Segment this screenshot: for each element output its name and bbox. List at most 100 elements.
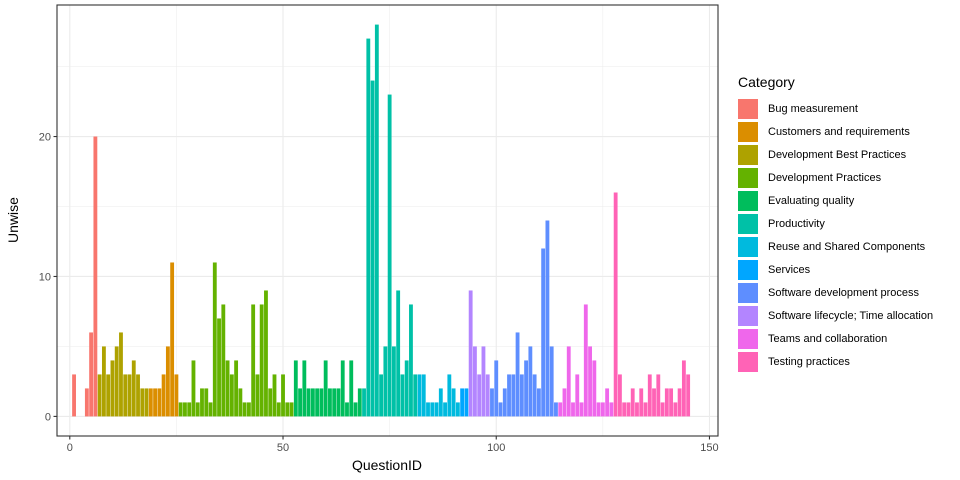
bar <box>477 374 482 417</box>
legend-key <box>738 282 758 303</box>
bar <box>289 402 294 417</box>
legend-label: Evaluating quality <box>768 194 855 207</box>
bar <box>110 360 115 417</box>
bar <box>468 290 473 417</box>
bar <box>140 388 145 417</box>
legend-key <box>738 144 758 165</box>
bar <box>681 360 686 417</box>
bar <box>677 388 682 417</box>
legend-label: Services <box>768 263 811 276</box>
bar <box>264 290 268 417</box>
bar <box>566 346 571 417</box>
bar <box>400 374 405 417</box>
bar <box>268 388 273 417</box>
bar <box>366 38 371 417</box>
bar <box>391 346 396 417</box>
bar <box>502 388 507 417</box>
legend-label: Testing practices <box>768 355 850 368</box>
bar <box>652 388 656 417</box>
legend-label: Software development process <box>768 286 920 299</box>
bar <box>626 402 631 417</box>
y-tick-label: 20 <box>39 132 51 144</box>
bar <box>144 388 149 417</box>
y-axis-title: Unwise <box>5 197 21 243</box>
bar <box>174 374 179 417</box>
bar <box>396 290 401 417</box>
bar <box>490 388 494 417</box>
bar <box>131 360 136 417</box>
bar <box>387 94 392 417</box>
legend-label: Customers and requirements <box>768 125 910 138</box>
bar <box>660 402 665 417</box>
y-tick-label: 10 <box>39 271 51 283</box>
bar <box>554 402 558 417</box>
x-tick-label: 0 <box>67 442 73 454</box>
legend-item: Software development process <box>738 281 933 304</box>
bar <box>473 346 477 417</box>
plot-panel-border <box>56 4 719 437</box>
bar <box>328 388 332 417</box>
bar <box>259 304 264 417</box>
bar <box>592 360 597 417</box>
bar <box>212 262 217 417</box>
bar <box>353 402 358 417</box>
legend-label: Development Best Practices <box>768 148 907 161</box>
bar <box>421 374 426 417</box>
legend-key <box>738 328 758 349</box>
legend-key <box>738 98 758 119</box>
bar <box>630 388 635 417</box>
bar <box>93 136 98 417</box>
bar <box>221 304 226 417</box>
bar <box>127 374 132 417</box>
legend-item: Reuse and Shared Components <box>738 235 933 258</box>
bar <box>148 388 153 417</box>
bar <box>319 388 324 417</box>
bar <box>558 402 563 417</box>
bar <box>617 374 622 417</box>
bar <box>545 220 550 417</box>
legend-key <box>738 236 758 257</box>
bar <box>106 374 111 417</box>
bar <box>157 388 162 417</box>
bar <box>413 374 418 417</box>
bar <box>588 346 592 417</box>
bar <box>229 374 234 417</box>
bar <box>481 346 486 417</box>
bar <box>532 374 537 417</box>
bar <box>438 388 443 417</box>
bar <box>430 402 435 417</box>
bar <box>187 402 192 417</box>
bar <box>511 374 516 417</box>
bar <box>374 24 379 417</box>
bar-layer <box>72 24 691 417</box>
legend-item: Services <box>738 258 933 281</box>
bar <box>609 402 614 417</box>
bar <box>119 332 123 417</box>
bar <box>242 402 247 417</box>
bar <box>336 388 341 417</box>
bar <box>515 332 520 417</box>
bar <box>191 360 196 417</box>
bar <box>485 374 490 417</box>
bar <box>635 402 639 417</box>
bar <box>451 388 456 417</box>
bar <box>183 402 187 417</box>
legend-items: Bug measurement Customers and requirement… <box>738 97 933 373</box>
bar <box>549 346 554 417</box>
bar <box>234 360 239 417</box>
x-tick-label: 50 <box>277 442 289 454</box>
bar <box>409 304 413 417</box>
bar <box>669 388 674 417</box>
bar <box>285 402 290 417</box>
bar <box>217 318 221 417</box>
bar <box>443 402 447 417</box>
bar <box>686 374 691 417</box>
bar <box>507 374 511 417</box>
bar <box>596 402 601 417</box>
bar <box>460 388 465 417</box>
legend-item: Customers and requirements <box>738 120 933 143</box>
legend: Category Bug measurement Customers and re… <box>738 72 933 373</box>
legend-item: Development Best Practices <box>738 143 933 166</box>
x-tick-label: 150 <box>700 442 718 454</box>
